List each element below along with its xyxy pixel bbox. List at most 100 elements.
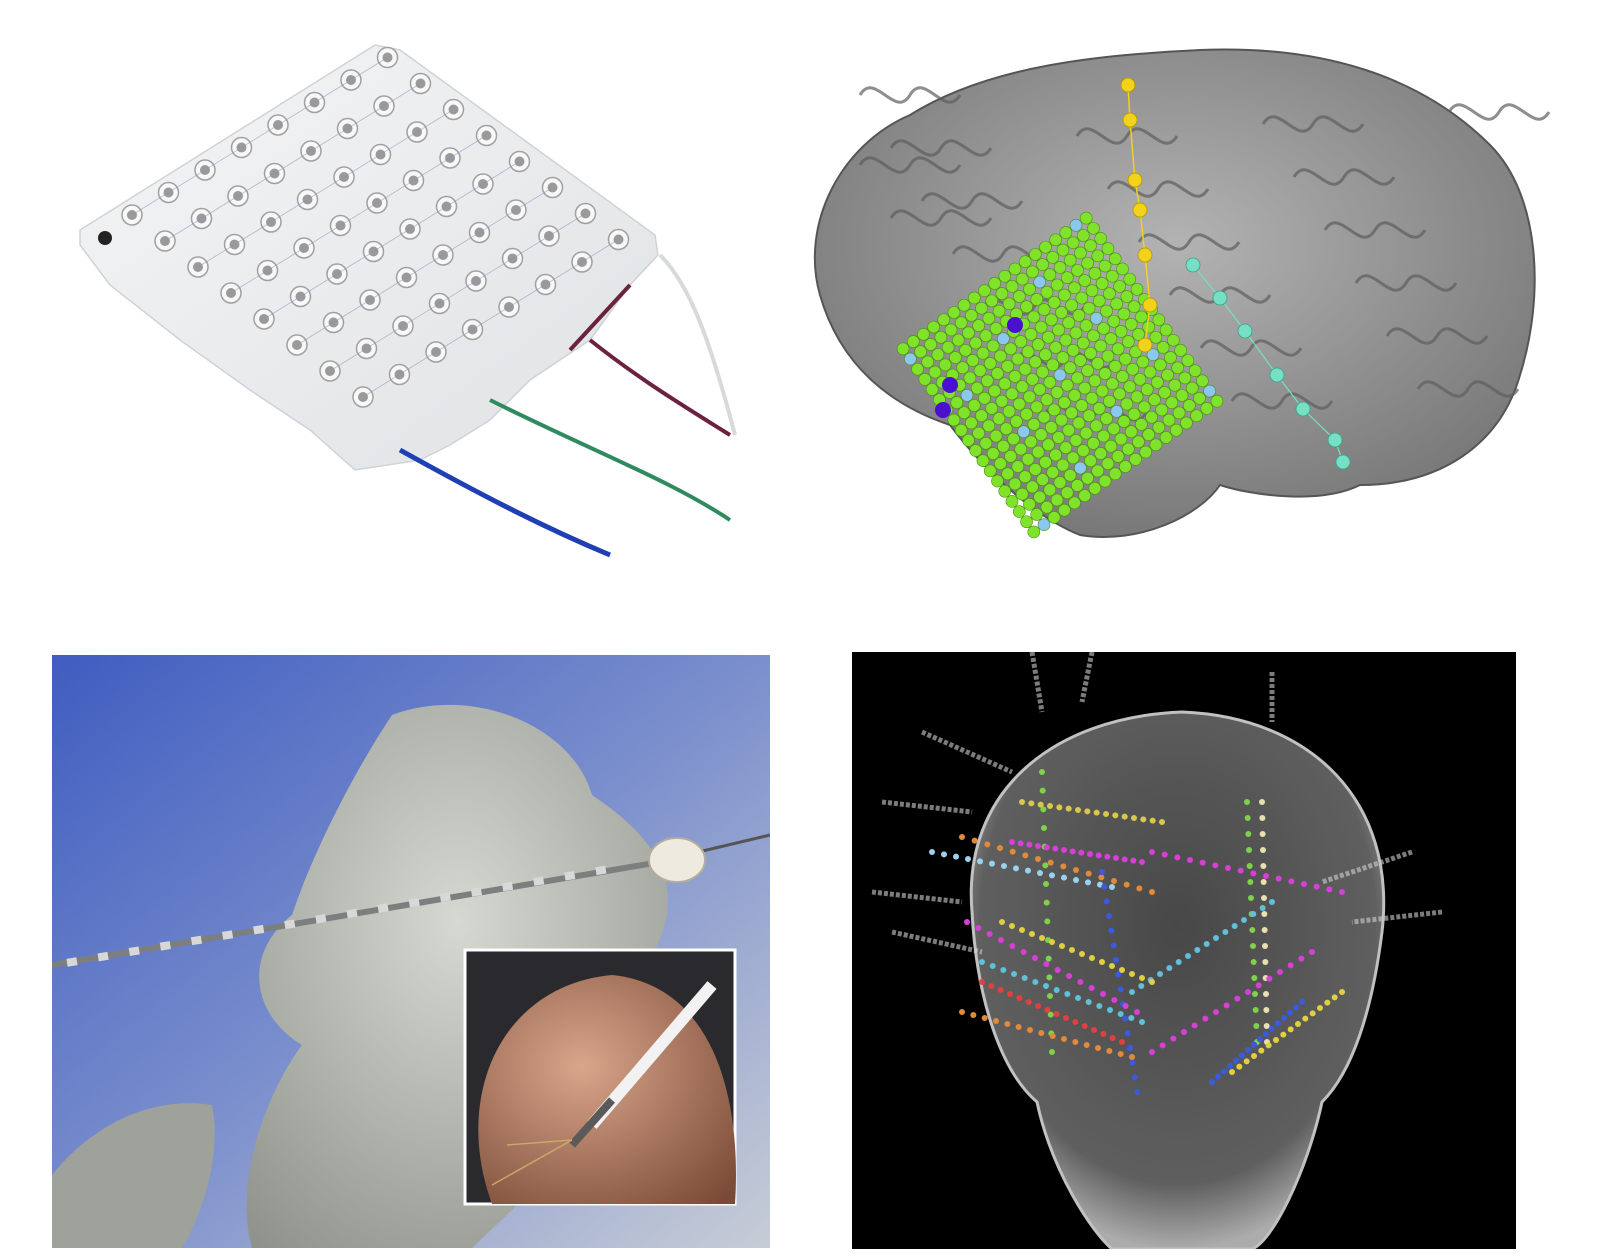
grid-electrode	[983, 357, 997, 370]
grid-electrode	[1180, 416, 1193, 430]
grid-electrode	[1049, 233, 1062, 247]
grid-electrode	[1130, 282, 1144, 296]
grid-electrode	[1181, 354, 1195, 367]
grid-electrode	[1020, 407, 1033, 421]
reference-contact	[98, 231, 112, 245]
grid-electrode	[1050, 493, 1064, 507]
seeg-lead	[1244, 799, 1260, 1045]
grid-electrode	[1049, 448, 1062, 462]
grid-electrode	[1026, 480, 1039, 494]
grid-electrode	[1081, 256, 1094, 270]
grid-electrode	[1087, 437, 1100, 450]
teal-strip-electrode	[1212, 290, 1228, 306]
grid-electrode	[1052, 431, 1065, 444]
electrode-anchor	[871, 889, 963, 905]
cortex	[813, 48, 1536, 538]
grid-electrode	[1011, 460, 1025, 473]
grid-electrode	[1087, 221, 1100, 235]
grid-electrode	[1023, 282, 1036, 296]
grid-electrode	[989, 322, 1003, 335]
grid-electrode	[954, 316, 968, 329]
gyrus	[1137, 233, 1241, 251]
grid-electrode	[969, 336, 983, 350]
gyrus	[1447, 103, 1551, 121]
grid-electrode	[972, 319, 985, 332]
seeg-lead	[1149, 949, 1315, 1055]
grid-electrode	[1008, 262, 1022, 276]
grid-electrode	[1088, 266, 1102, 280]
grid-electrode	[1031, 445, 1045, 459]
grid-electrode	[1036, 258, 1049, 271]
grid-electrode	[1034, 428, 1048, 441]
grid-electrode	[1040, 393, 1054, 406]
grid-electrode	[1023, 498, 1036, 511]
grid-electrode	[1066, 451, 1080, 465]
shaft-contact	[595, 865, 607, 876]
grid-electrode	[1129, 345, 1142, 359]
grid-electrode	[1037, 518, 1051, 531]
grid-electrode	[1015, 487, 1029, 501]
grid-electrode	[1136, 355, 1150, 369]
grid-electrode	[994, 457, 1007, 470]
grid-electrode	[1127, 407, 1141, 421]
grid-electrode	[1018, 255, 1032, 268]
grid-electrode	[1062, 316, 1076, 329]
grid-electrode	[1049, 341, 1062, 354]
grid-electrode	[1103, 287, 1116, 300]
grid-electrode	[1113, 387, 1126, 401]
grid-electrode	[1088, 482, 1102, 495]
grid-electrode	[1036, 473, 1049, 486]
gyrus	[1385, 327, 1489, 345]
grid-electrode	[1156, 341, 1170, 354]
grid-electrode	[1094, 447, 1107, 460]
grid-electrode	[1018, 362, 1032, 376]
grid-electrode	[1098, 474, 1112, 488]
grid-electrode	[1014, 335, 1028, 348]
grid-electrode	[1076, 336, 1090, 350]
grid-electrode	[906, 335, 920, 348]
grid-electrode	[1111, 450, 1125, 463]
shaft-contact	[377, 903, 389, 913]
grid-electrode	[1014, 442, 1028, 456]
grid-electrode	[1098, 367, 1112, 380]
grid-electrode	[982, 419, 996, 433]
grid-electrode	[1001, 359, 1014, 373]
grid-electrode	[1056, 243, 1070, 257]
grid-electrode	[934, 330, 948, 344]
grid-electrode	[1106, 269, 1119, 283]
gyrus	[1230, 392, 1334, 410]
gyrus	[982, 298, 1086, 316]
grid-electrode	[896, 342, 910, 356]
grid-trace	[164, 83, 421, 242]
grid-electrode	[1069, 434, 1083, 447]
grid-electrode	[1178, 371, 1192, 385]
grid-electrode	[1027, 418, 1041, 431]
grid-electrode	[1055, 413, 1068, 427]
grid-electrode	[1063, 361, 1077, 375]
grid-electrode	[1082, 409, 1096, 422]
grid-electrode	[1047, 511, 1061, 524]
grid-electrode	[1084, 239, 1097, 252]
grid-electrode	[1029, 355, 1042, 369]
grid-electrode	[999, 422, 1013, 436]
purple-electrode	[1007, 317, 1023, 333]
grid-electrode	[1018, 470, 1032, 484]
shaft-contact	[533, 876, 545, 886]
grid-electrode	[1087, 329, 1100, 343]
grid-electrode	[1013, 290, 1026, 303]
grid-electrode	[1040, 285, 1054, 299]
grid-electrode	[1068, 496, 1081, 510]
gyrus	[1292, 168, 1396, 186]
grid-electrode	[1008, 370, 1022, 383]
grid-electrode	[1162, 413, 1176, 427]
grid-electrode	[1113, 280, 1126, 293]
grid-trace	[230, 135, 487, 294]
grid-electrode	[1085, 284, 1099, 298]
grid-electrode	[1066, 344, 1080, 357]
gyrus	[1354, 274, 1458, 292]
grid-electrode	[975, 301, 988, 315]
grid-electrode	[1037, 303, 1051, 316]
grid-electrode	[1066, 236, 1080, 250]
grid-electrode	[1043, 483, 1057, 497]
grid-electrode	[981, 374, 994, 388]
